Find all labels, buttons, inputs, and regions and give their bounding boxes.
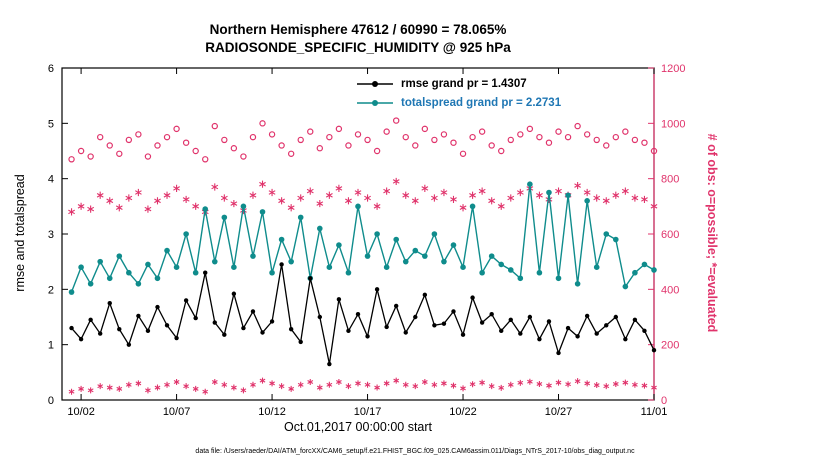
svg-text:10/12: 10/12 [258, 406, 286, 418]
svg-text:400: 400 [661, 284, 679, 296]
x-axis-label: Oct.01,2017 00:00:00 start [283, 420, 433, 434]
legend-label-rmse: rmse grand pr = 1.4307 [401, 77, 527, 90]
svg-text:5: 5 [48, 118, 54, 130]
svg-text:1200: 1200 [661, 63, 685, 75]
chart-title: Northern Hemisphere 47612 / 60990 = 78.0… [209, 22, 507, 37]
data-file-caption: data file: /Users/raeder/DAI/ATM_forcXX/… [195, 448, 635, 455]
legend-label-totalspread: totalspread grand pr = 2.2731 [401, 96, 562, 109]
legend: rmse grand pr = 1.4307 totalspread grand… [355, 74, 561, 112]
svg-text:200: 200 [661, 340, 679, 352]
svg-text:0: 0 [661, 395, 667, 407]
svg-text:2: 2 [48, 284, 54, 296]
svg-text:10/17: 10/17 [354, 406, 382, 418]
svg-text:600: 600 [661, 229, 679, 241]
totalspread-line-marker-icon [357, 99, 393, 106]
svg-text:10/22: 10/22 [449, 406, 477, 418]
svg-text:10/02: 10/02 [67, 406, 95, 418]
svg-text:1: 1 [48, 340, 54, 352]
svg-text:800: 800 [661, 174, 679, 186]
legend-entry-totalspread: totalspread grand pr = 2.2731 [355, 93, 561, 112]
chart-subtitle: RADIOSONDE_SPECIFIC_HUMIDITY @ 925 hPa [205, 40, 511, 55]
legend-entry-rmse: rmse grand pr = 1.4307 [355, 74, 561, 93]
svg-text:10/07: 10/07 [163, 406, 191, 418]
svg-text:6: 6 [48, 63, 54, 75]
svg-text:0: 0 [48, 395, 54, 407]
svg-text:11/01: 11/01 [641, 406, 668, 418]
svg-text:1000: 1000 [661, 118, 685, 130]
svg-text:3: 3 [48, 229, 54, 241]
svg-text:10/27: 10/27 [545, 406, 573, 418]
svg-text:4: 4 [48, 174, 54, 186]
rmse-line-marker-icon [357, 80, 393, 87]
